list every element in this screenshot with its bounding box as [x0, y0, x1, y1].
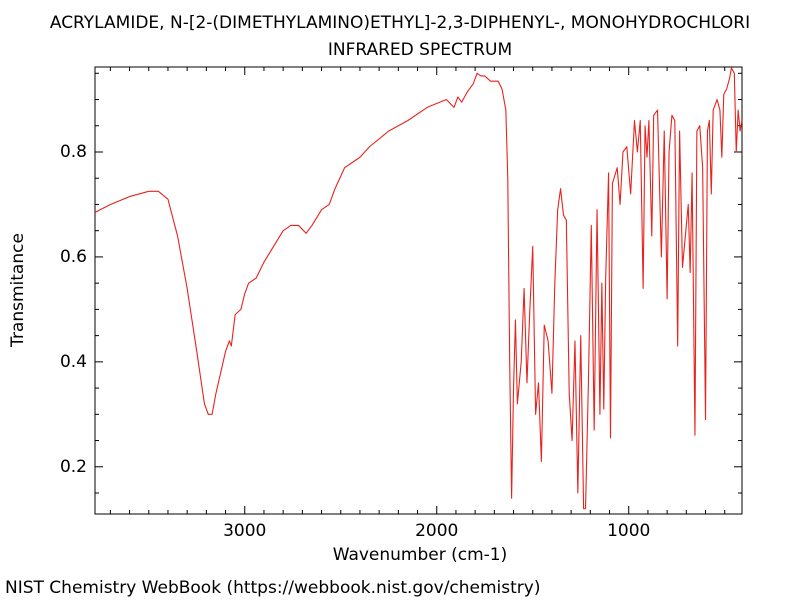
x-tick-label: 3000 — [223, 521, 266, 541]
spectrum-line — [94, 67, 743, 510]
y-tick-label: 0.6 — [60, 247, 87, 267]
chart-title: ACRYLAMIDE, N-[2-(DIMETHYLAMINO)ETHYL]-2… — [50, 13, 750, 33]
plot-frame — [94, 66, 743, 515]
y-axis-label: Transmitance — [8, 233, 28, 348]
y-tick-label: 0.2 — [60, 457, 87, 477]
y-tick-label: 0.4 — [60, 352, 87, 372]
footer: NIST Chemistry WebBook (https://webbook.… — [5, 578, 540, 598]
y-tick-label: 0.8 — [60, 142, 87, 162]
x-tick-label: 1000 — [607, 521, 650, 541]
x-axis-label: Wavenumber (cm-1) — [333, 545, 508, 565]
x-tick-label: 2000 — [415, 521, 458, 541]
chart-subtitle: INFRARED SPECTRUM — [328, 40, 512, 60]
